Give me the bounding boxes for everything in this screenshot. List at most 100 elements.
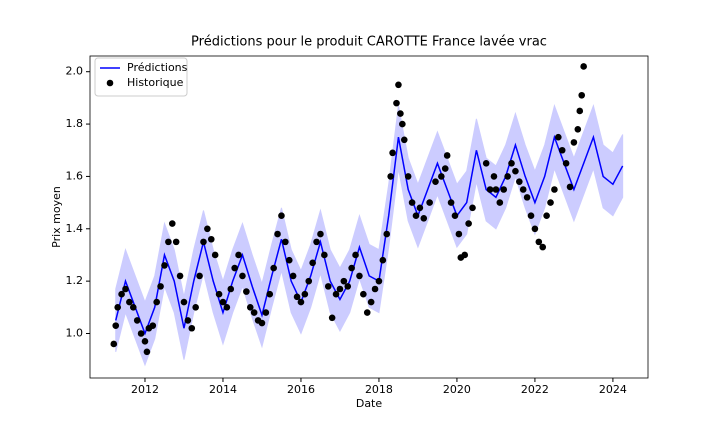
x-tick-label: 2016	[287, 383, 315, 396]
history-point	[576, 107, 584, 115]
history-point	[496, 199, 504, 206]
history-point	[192, 304, 199, 311]
history-point	[379, 256, 387, 264]
history-point	[412, 212, 420, 219]
history-point	[122, 285, 129, 293]
history-point	[562, 160, 570, 167]
x-tick-label: 2012	[131, 383, 159, 396]
history-point	[348, 264, 355, 272]
history-point	[207, 235, 215, 243]
y-tick-label: 1.6	[66, 169, 84, 182]
history-point	[508, 160, 515, 167]
history-point	[574, 126, 582, 133]
history-point	[184, 317, 192, 324]
legend-swatch	[106, 79, 114, 87]
history-point	[469, 204, 476, 212]
history-point	[235, 251, 242, 259]
history-point	[215, 290, 223, 298]
history-point	[258, 319, 266, 327]
history-point	[404, 173, 412, 180]
history-point	[112, 322, 120, 329]
history-point	[180, 298, 188, 306]
history-point	[539, 243, 547, 251]
history-point	[336, 285, 344, 293]
history-point	[490, 173, 498, 180]
y-tick-label: 1.8	[66, 117, 84, 130]
y-tick-label: 1.2	[66, 274, 84, 287]
history-point	[282, 238, 289, 246]
history-point	[455, 230, 463, 238]
history-point	[227, 285, 235, 293]
history-point	[149, 322, 157, 329]
history-point	[266, 290, 274, 298]
history-point	[519, 186, 527, 193]
history-point	[399, 120, 406, 128]
history-point	[395, 81, 402, 89]
history-point	[143, 348, 151, 356]
x-tick-label: 2020	[443, 383, 471, 396]
history-point	[492, 186, 500, 193]
history-point	[200, 238, 207, 246]
history-point	[317, 230, 324, 238]
history-point	[211, 251, 219, 259]
history-point	[451, 212, 459, 219]
history-point	[278, 212, 285, 219]
history-point	[126, 298, 133, 306]
history-point	[129, 304, 137, 311]
history-point	[293, 293, 301, 301]
history-point	[285, 256, 293, 264]
history-point	[465, 220, 472, 227]
x-tick-label: 2022	[521, 383, 549, 396]
history-point	[196, 272, 203, 280]
history-point	[363, 309, 371, 316]
history-point	[223, 304, 231, 311]
history-point	[578, 91, 586, 99]
history-point	[523, 194, 531, 201]
history-point	[262, 309, 270, 316]
history-point	[274, 230, 281, 238]
history-point	[500, 186, 508, 193]
history-point	[137, 330, 145, 337]
history-point	[432, 178, 439, 185]
x-tick-label: 2014	[209, 383, 237, 396]
history-point	[408, 199, 416, 206]
history-point	[486, 186, 494, 193]
chart-title: Prédictions pour le produit CAROTTE Fran…	[191, 35, 547, 50]
history-point	[551, 186, 558, 193]
x-axis-label: Date	[356, 397, 383, 410]
history-point	[512, 167, 519, 175]
history-point	[204, 225, 211, 233]
history-point	[558, 146, 566, 154]
history-point	[239, 272, 246, 280]
history-point	[243, 288, 250, 295]
history-point	[309, 259, 316, 267]
history-point	[219, 298, 227, 306]
history-point	[516, 178, 523, 185]
history-point	[321, 251, 328, 259]
legend-label: Historique	[127, 76, 184, 89]
history-point	[443, 152, 451, 159]
history-point	[447, 199, 455, 206]
history-point	[441, 165, 449, 172]
history-point	[580, 63, 587, 70]
history-point	[110, 340, 118, 348]
history-point	[426, 199, 433, 206]
history-point	[531, 225, 539, 233]
history-point	[397, 110, 404, 117]
history-point	[389, 149, 396, 157]
history-point	[393, 99, 400, 107]
history-point	[420, 215, 428, 222]
history-point	[438, 173, 445, 180]
y-tick-label: 2.0	[66, 65, 84, 78]
history-point	[168, 220, 176, 227]
history-point	[461, 251, 469, 259]
history-point	[250, 309, 258, 316]
history-point	[340, 277, 348, 285]
legend-label: Prédictions	[127, 61, 188, 74]
prediction-band	[115, 104, 624, 367]
history-point	[324, 283, 332, 290]
history-point	[371, 285, 379, 293]
history-point	[356, 272, 363, 280]
history-point	[114, 304, 121, 311]
history-point	[504, 173, 511, 180]
